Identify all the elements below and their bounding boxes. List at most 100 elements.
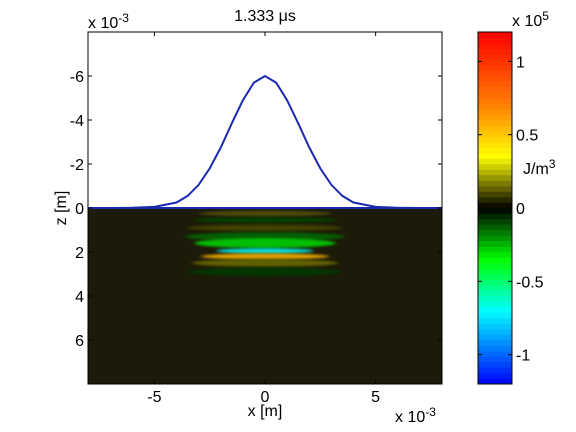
colorbar-ticks: -1 -0.5 0 0.5 1 [478,54,544,365]
colorbar-tick-label: -1 [516,348,530,365]
colorbar-band [478,230,512,236]
colorbar-band [478,362,512,368]
colorbar-band [478,323,512,330]
colorbar-band [478,175,512,181]
colorbar: -1 -0.5 0 0.5 1 x 105 J/m3 [477,9,556,385]
colorbar-band [478,81,512,88]
colorbar-band [478,268,512,275]
colorbar-band [478,257,512,264]
colorbar-band [478,70,512,77]
colorbar-bands [478,32,512,385]
colorbar-band [478,136,512,143]
colorbar-band [478,197,512,203]
colorbar-band [478,65,512,71]
y-tick-label: -6 [70,69,84,86]
colorbar-band [478,87,512,93]
colorbar-band [478,54,512,60]
energy-band [200,253,330,260]
colorbar-band [478,114,512,121]
colorbar-band [478,279,512,286]
colorbar-band [478,307,512,313]
colorbar-band [478,59,512,66]
colorbar-band [478,92,512,99]
colorbar-band [478,290,512,297]
colorbar-band [478,158,512,165]
colorbar-band [478,351,512,357]
colorbar-band [478,103,512,110]
colorbar-band [478,241,512,247]
colorbar-tick-label: 1 [516,54,525,71]
colorbar-band [478,169,512,176]
colorbar-band [478,164,512,170]
energy-band [185,232,345,242]
colorbar-band [478,208,512,214]
energy-band [198,210,332,217]
colorbar-band [478,285,512,291]
energy-band [187,267,343,277]
colorbar-band [478,318,512,324]
colorbar-band [478,76,512,82]
colorbar-band [478,180,512,187]
y-axis-label: z [m] [53,191,70,226]
y-tick-label: 2 [75,245,84,262]
x-axis-multiplier: x 10-3 [395,405,436,426]
colorbar-band [478,246,512,253]
energy-band [191,217,339,223]
colorbar-band [478,263,512,269]
colorbar-band [478,345,512,352]
colorbar-band [478,142,512,148]
energy-density-field [185,210,345,277]
chart-title: 1.333 μs [234,8,296,25]
y-axis-ticks: -6 -4 -2 0 2 4 6 [70,69,442,350]
x-tick-label: 5 [371,389,380,406]
colorbar-band [478,356,512,363]
x-tick-label: 0 [261,389,270,406]
colorbar-band [478,373,512,379]
colorbar-band [478,147,512,154]
colorbar-unit-label: J/m3 [523,157,556,178]
colorbar-band [478,340,512,346]
y-axis-multiplier: x 10-3 [88,11,129,32]
energy-band [187,224,343,232]
colorbar-band [478,48,512,55]
colorbar-band [478,191,512,198]
colorbar-band [478,109,512,115]
colorbar-band [478,367,512,374]
colorbar-multiplier: x 105 [512,9,549,30]
colorbar-band [478,213,512,220]
colorbar-band [478,43,512,49]
colorbar-band [478,312,512,319]
colorbar-band [478,120,512,126]
colorbar-band [478,153,512,159]
colorbar-tick-label: 0.5 [516,128,538,145]
colorbar-band [478,301,512,308]
colorbar-band [478,202,512,209]
colorbar-tick-label: 0 [516,201,525,218]
colorbar-band [478,131,512,137]
colorbar-band [478,296,512,302]
y-tick-label: 6 [75,333,84,350]
y-tick-label: -2 [70,157,84,174]
colorbar-band [478,334,512,341]
pulse-curve [88,74,442,209]
colorbar-band [478,235,512,242]
x-axis-label: x [m] [248,403,283,420]
colorbar-band [478,274,512,280]
y-tick-label: 0 [75,201,84,218]
colorbar-band [478,98,512,104]
energy-band [194,238,336,249]
colorbar-band [478,186,512,192]
colorbar-band [478,37,512,44]
energy-band [216,248,314,254]
x-axis-ticks: -5 0 5 [147,32,380,406]
colorbar-band [478,378,512,385]
colorbar-band [478,329,512,335]
colorbar-band [478,224,512,231]
colorbar-band [478,219,512,225]
x-tick-label: -5 [147,389,161,406]
energy-band [191,259,339,267]
y-tick-label: -4 [70,113,84,130]
colorbar-band [478,32,512,38]
colorbar-band [478,125,512,132]
